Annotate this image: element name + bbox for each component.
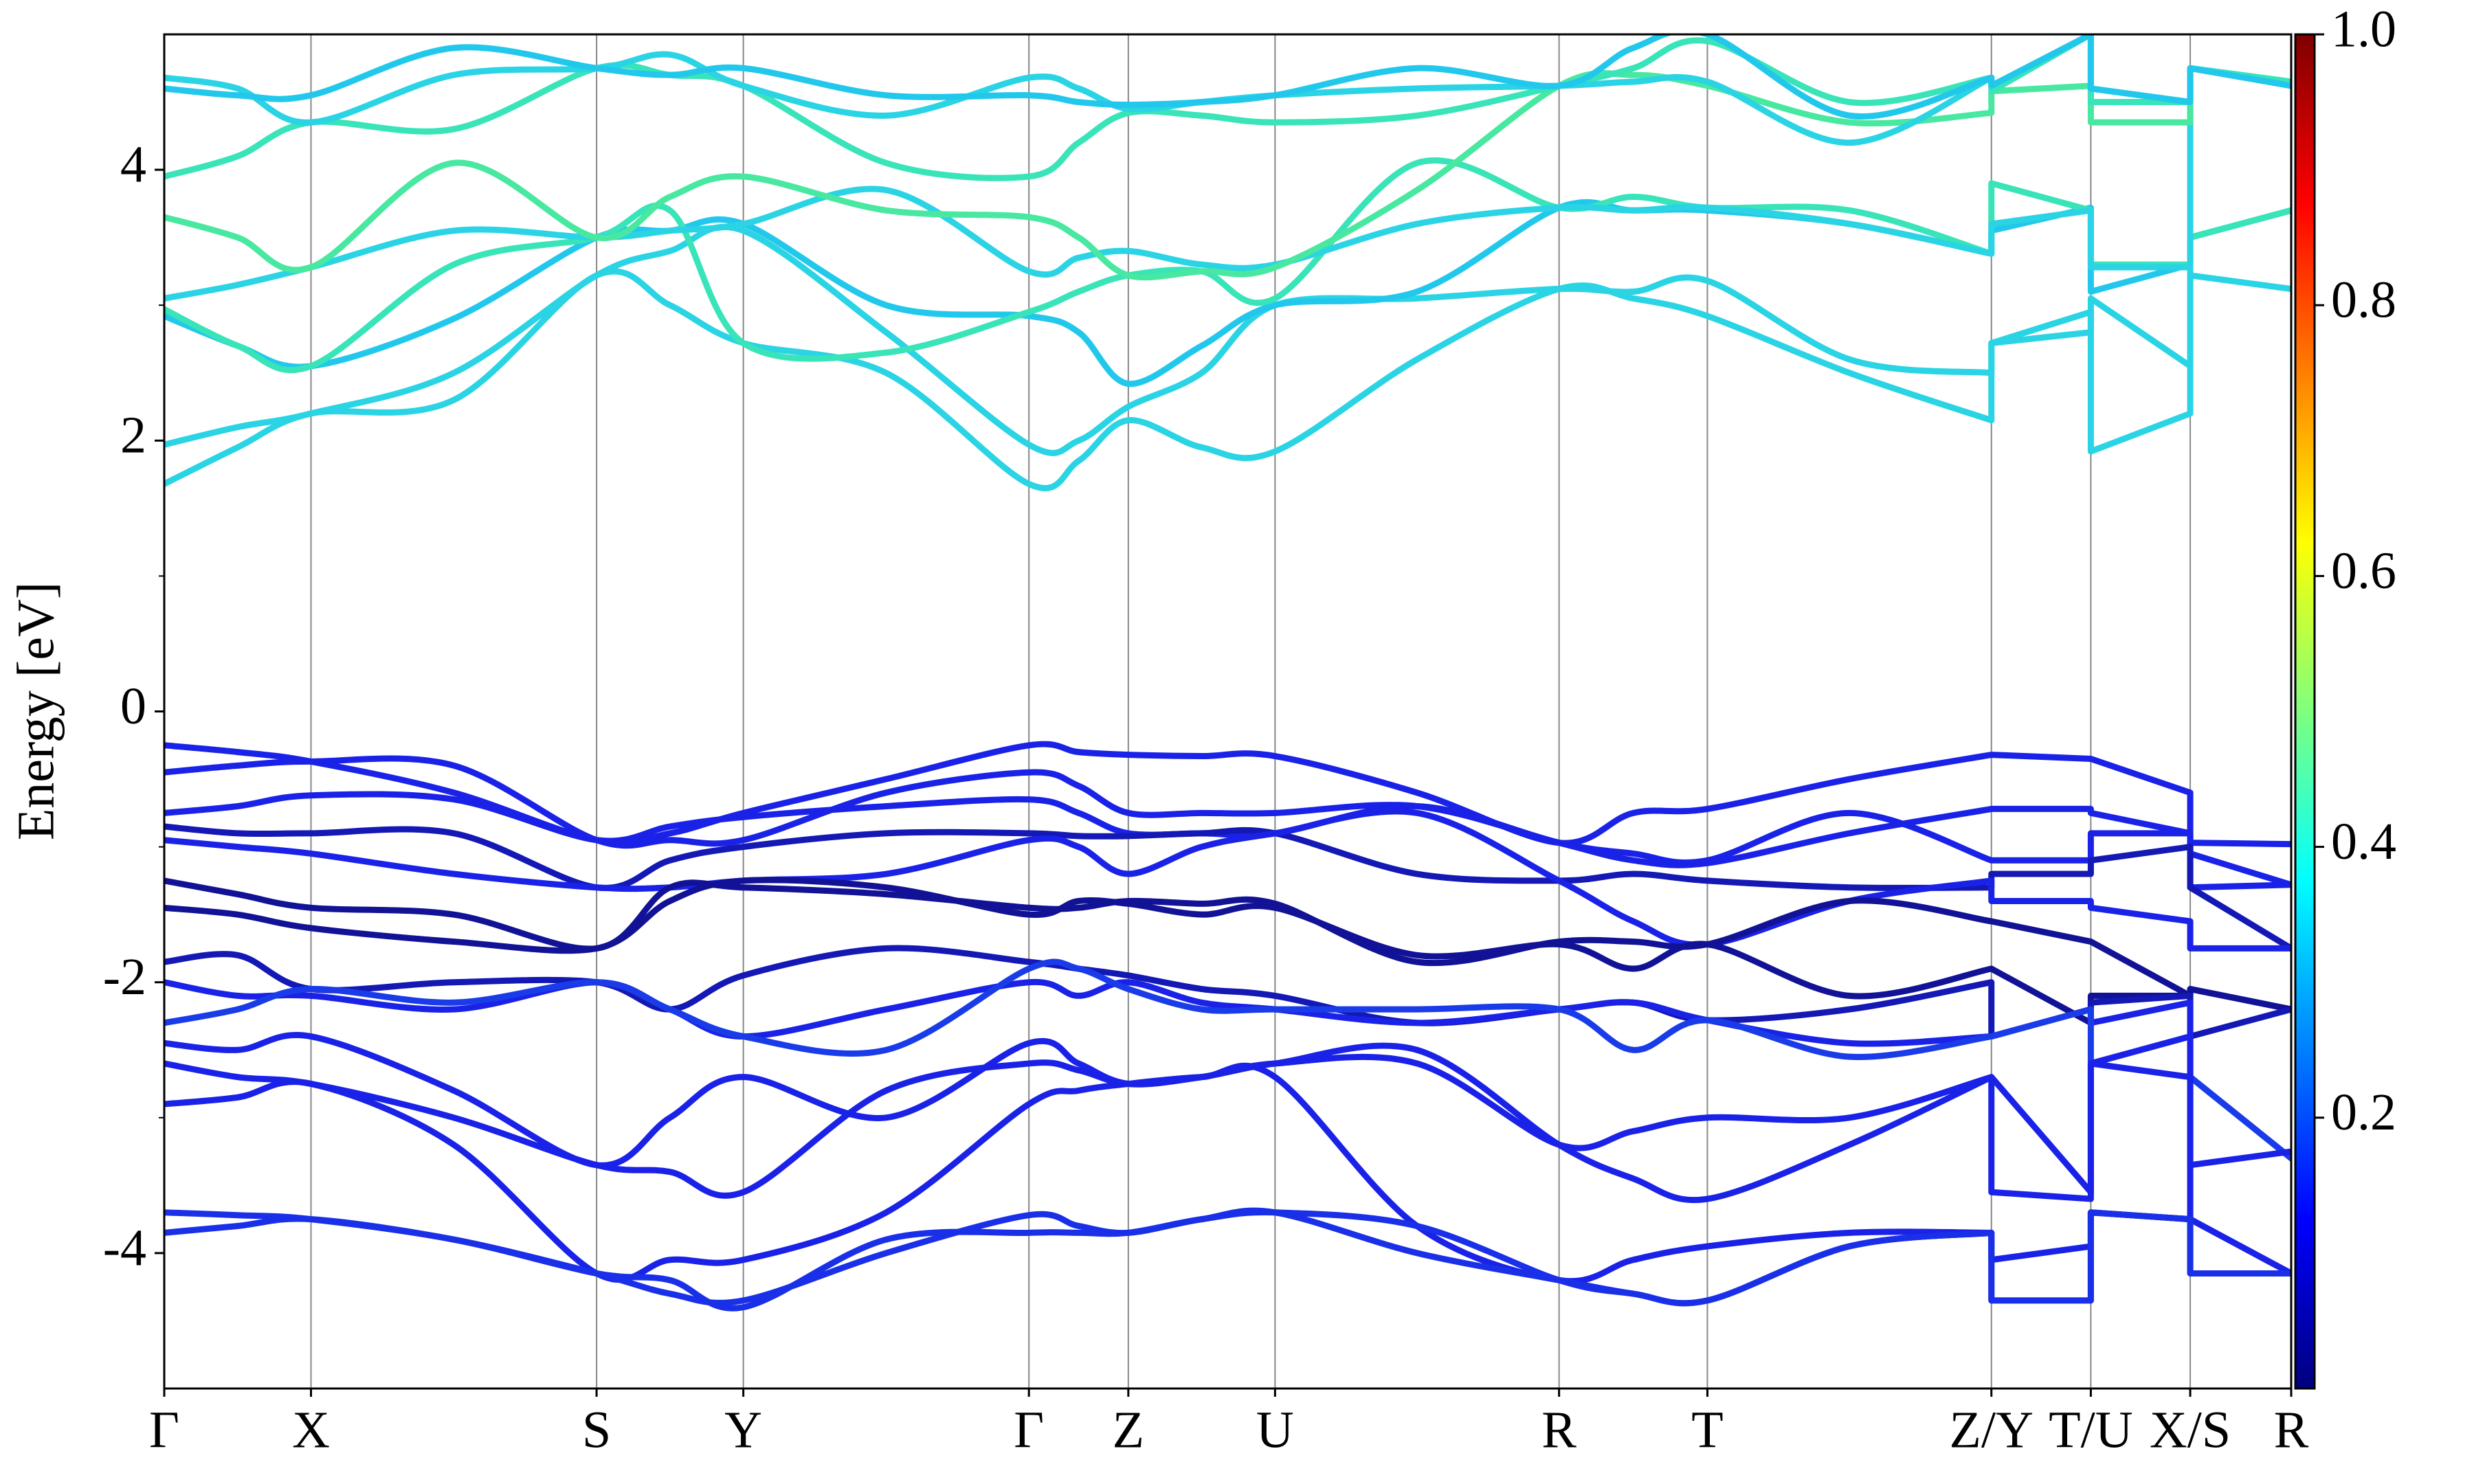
x-tick-label: T/U <box>2049 1401 2132 1459</box>
x-tick-label: S <box>582 1401 611 1459</box>
band-line <box>164 34 2291 120</box>
band-line <box>164 877 2291 1013</box>
band-line <box>164 65 2291 302</box>
band-line <box>164 268 2291 491</box>
x-tick-label: R <box>1541 1401 1576 1459</box>
y-axis-label: Energy [eV] <box>7 582 65 840</box>
x-tick-label: R <box>2274 1401 2309 1459</box>
x-tick-label: Y <box>724 1401 762 1459</box>
band-line <box>164 207 2291 456</box>
x-tick-label: Γ <box>149 1401 179 1459</box>
x-tick-label: X/S <box>2150 1401 2231 1459</box>
band-line <box>164 65 2291 281</box>
y-tick-label: -4 <box>103 1219 146 1277</box>
band-line <box>164 823 2291 952</box>
y-tick-label: 0 <box>120 677 146 735</box>
x-tick-label: Γ <box>1014 1401 1044 1459</box>
colorbar-tick-label: 0.4 <box>2331 813 2396 870</box>
band-line <box>164 958 2291 1162</box>
colorbar-tick-label: 0.2 <box>2331 1083 2396 1141</box>
band-line <box>164 34 2291 181</box>
band-line <box>164 877 2291 1026</box>
bands <box>164 34 2291 1312</box>
x-tick-label: U <box>1256 1401 1294 1459</box>
band-line <box>164 945 2291 1040</box>
y-tick-label: -2 <box>103 948 146 1006</box>
band-line <box>164 755 2291 888</box>
x-tick-label: Z <box>1113 1401 1144 1459</box>
colorbar-tick-label: 0.6 <box>2331 542 2396 600</box>
band-line <box>164 808 2291 952</box>
colorbar: 0.2 0.4 0.6 0.8 1.0 <box>2294 0 2396 1390</box>
y-tick-label: 4 <box>120 136 146 194</box>
x-tick-label: X <box>292 1401 330 1459</box>
x-tick-label: Z/Y <box>1950 1401 2033 1459</box>
colorbar-gradient <box>2294 33 2316 1390</box>
axes: Γ X S Y Γ Z U R T Z/Y T/U X/S R -4 -2 0 2 4 <box>103 136 2309 1459</box>
y-tick-label: 2 <box>120 407 146 464</box>
colorbar-tick-label: 0.8 <box>2331 271 2396 329</box>
x-tick-label: T <box>1691 1401 1723 1459</box>
band-line <box>164 1207 2291 1312</box>
colorbar-tick-label: 1.0 <box>2331 0 2396 58</box>
